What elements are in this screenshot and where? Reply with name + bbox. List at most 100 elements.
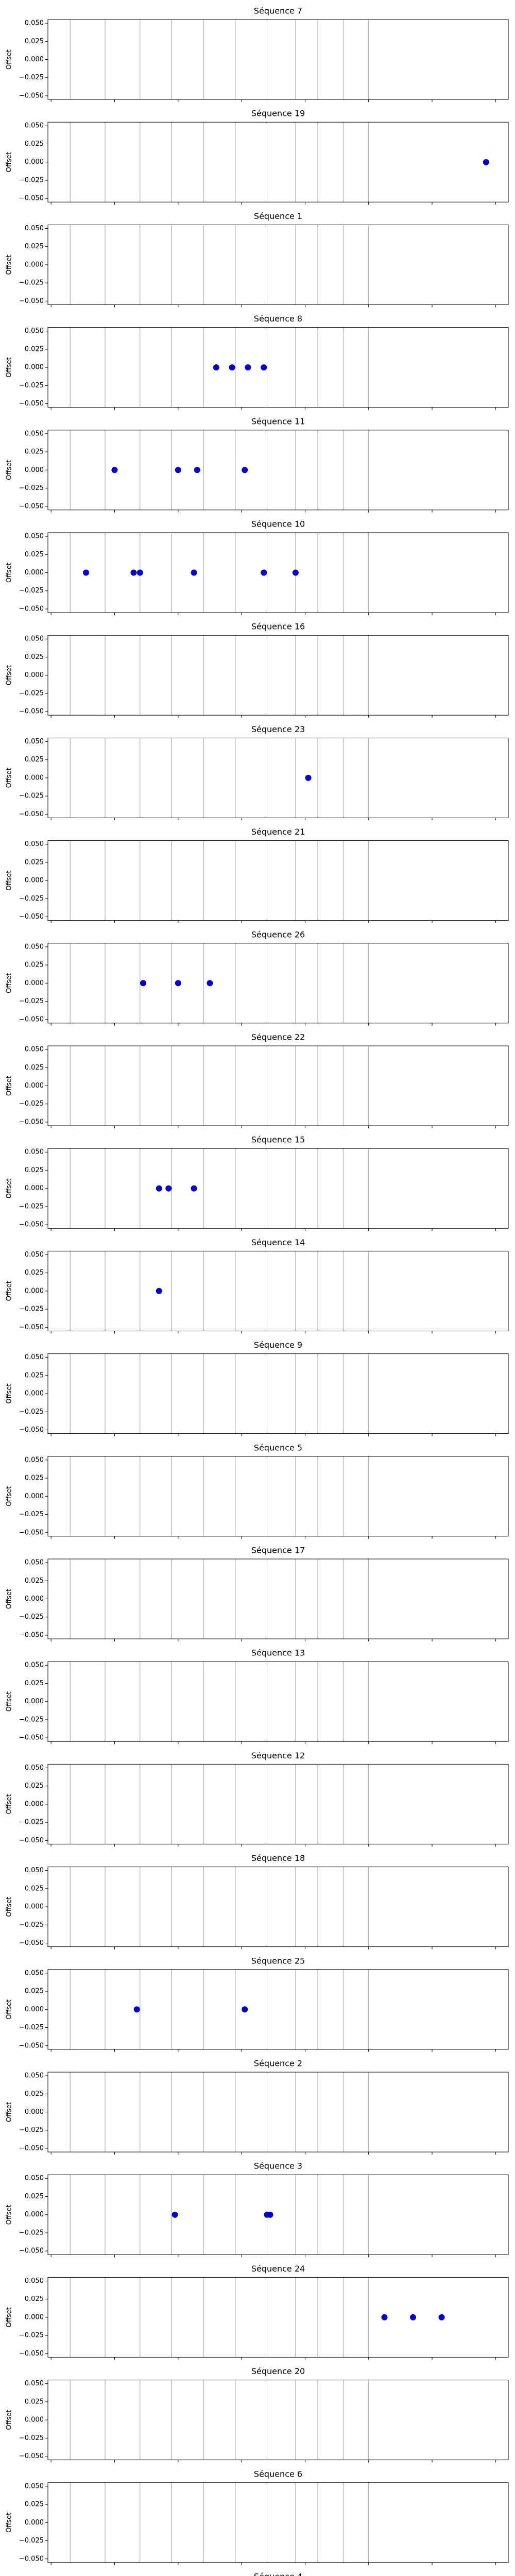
y-axis-label: Offset	[6, 1178, 13, 1198]
subplot-title: Séquence 2	[254, 2059, 302, 2069]
y-axis-label: Offset	[6, 2102, 13, 2122]
point	[140, 980, 146, 987]
y-tick-label: 0.000	[25, 774, 44, 782]
point	[207, 980, 213, 987]
y-tick-label: −0.025	[19, 2332, 44, 2340]
y-tick-label: 0.050	[25, 738, 44, 745]
y-tick-label: 0.050	[25, 840, 44, 848]
y-tick-label: −0.050	[19, 1221, 44, 1229]
y-axis-label: Offset	[6, 1384, 13, 1404]
axes-frame	[47, 1867, 509, 1947]
y-axis-label: Offset	[6, 973, 13, 993]
y-tick-label: 0.050	[25, 635, 44, 643]
y-tick-label: −0.025	[19, 2537, 44, 2545]
point	[156, 1287, 162, 1294]
subplot-title: Séquence 22	[251, 1032, 305, 1042]
subplot-title: Séquence 4	[254, 2572, 302, 2576]
subplot-title: Séquence 9	[254, 1340, 302, 1350]
y-axis-label: Offset	[6, 49, 13, 70]
y-tick-label: −0.050	[19, 1631, 44, 1639]
subplot-title: Séquence 1	[254, 211, 302, 221]
y-tick-label: 0.000	[25, 2313, 44, 2321]
y-tick-label: 0.050	[25, 430, 44, 437]
y-tick-label: 0.000	[25, 158, 44, 166]
point	[242, 467, 248, 473]
y-axis-label: Offset	[6, 460, 13, 480]
y-axis-label: Offset	[6, 1486, 13, 1506]
point	[130, 569, 137, 576]
point	[438, 2314, 445, 2320]
y-tick-label: −0.050	[19, 2042, 44, 2049]
axes-frame	[47, 532, 509, 613]
y-tick-label: −0.050	[19, 2350, 44, 2358]
y-tick-label: 0.000	[25, 364, 44, 371]
y-tick-label: 0.050	[25, 1353, 44, 1361]
y-tick-label: −0.050	[19, 400, 44, 408]
y-tick-label: 0.025	[25, 858, 44, 866]
y-axis-label: Offset	[6, 563, 13, 583]
subplot-title: Séquence 23	[251, 724, 305, 734]
point	[292, 569, 299, 576]
point	[111, 467, 118, 473]
axes-frame	[47, 327, 509, 408]
y-axis-label: Offset	[6, 871, 13, 891]
subplot-title: Séquence 6	[254, 2469, 302, 2479]
y-tick-label: 0.025	[25, 345, 44, 353]
y-tick-label: 0.000	[25, 979, 44, 987]
subplot-title: Séquence 5	[254, 1443, 302, 1452]
y-tick-label: 0.050	[25, 1251, 44, 1259]
point	[381, 2314, 388, 2320]
y-tick-label: −0.050	[19, 1529, 44, 1536]
y-axis-label: Offset	[6, 1897, 13, 1917]
y-tick-label: 0.050	[25, 1662, 44, 1669]
y-tick-label: −0.050	[19, 2247, 44, 2255]
y-tick-label: 0.050	[25, 327, 44, 335]
y-tick-label: 0.000	[25, 671, 44, 679]
point	[410, 2314, 417, 2320]
y-tick-label: 0.000	[25, 877, 44, 885]
y-tick-label: 0.000	[25, 1493, 44, 1500]
y-tick-label: −0.050	[19, 502, 44, 510]
y-tick-label: −0.050	[19, 2144, 44, 2152]
y-tick-label: −0.050	[19, 297, 44, 305]
y-tick-label: −0.025	[19, 997, 44, 1005]
axes-frame	[47, 2482, 509, 2563]
y-tick-label: 0.025	[25, 756, 44, 764]
subplot-title: Séquence 3	[254, 2161, 302, 2171]
y-tick-label: 0.000	[25, 1800, 44, 1808]
y-tick-label: 0.050	[25, 2072, 44, 2080]
y-tick-label: 0.025	[25, 2501, 44, 2509]
y-tick-label: 0.000	[25, 1184, 44, 1192]
y-axis-label: Offset	[6, 358, 13, 378]
y-tick-label: −0.050	[19, 1734, 44, 1742]
point	[136, 569, 143, 576]
y-tick-label: −0.025	[19, 1408, 44, 1416]
y-tick-label: −0.050	[19, 92, 44, 99]
y-tick-label: 0.000	[25, 2006, 44, 2013]
y-tick-label: −0.025	[19, 1511, 44, 1518]
y-tick-label: −0.025	[19, 1306, 44, 1313]
y-tick-label: −0.025	[19, 382, 44, 389]
y-tick-label: −0.050	[19, 2452, 44, 2460]
y-tick-label: −0.050	[19, 810, 44, 818]
point	[245, 364, 251, 371]
y-axis-label: Offset	[6, 1076, 13, 1096]
y-tick-label: −0.025	[19, 587, 44, 595]
axes-frame	[47, 430, 509, 511]
point	[229, 364, 235, 371]
point	[175, 467, 181, 473]
y-tick-label: −0.025	[19, 484, 44, 492]
axes-frame	[47, 2174, 509, 2255]
y-tick-label: 0.050	[25, 1148, 44, 1156]
y-tick-label: −0.025	[19, 1716, 44, 1723]
axes-frame	[47, 1045, 509, 1126]
y-tick-label: −0.025	[19, 1613, 44, 1621]
y-tick-label: 0.000	[25, 1390, 44, 1398]
y-tick-label: 0.000	[25, 56, 44, 63]
y-tick-label: −0.050	[19, 1015, 44, 1023]
y-tick-label: −0.050	[19, 1426, 44, 1434]
y-tick-label: 0.000	[25, 569, 44, 577]
y-tick-label: 0.025	[25, 1064, 44, 1072]
axes-frame	[47, 1148, 509, 1229]
y-tick-label: 0.050	[25, 1969, 44, 1977]
